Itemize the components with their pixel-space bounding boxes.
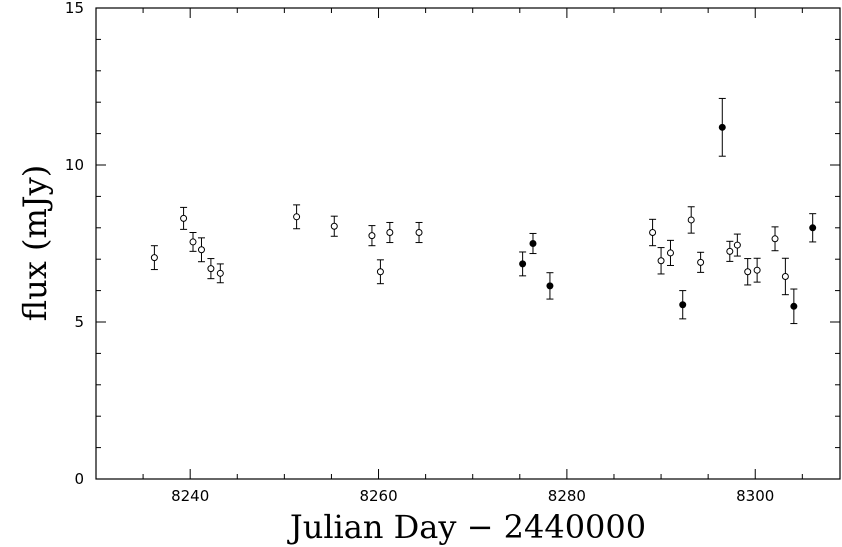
point-marker bbox=[657, 257, 665, 265]
point-marker bbox=[771, 235, 779, 243]
open-data-point bbox=[207, 258, 215, 280]
open-data-point bbox=[376, 259, 384, 285]
filled-data-point bbox=[790, 288, 798, 325]
x-tick-label: 8240 bbox=[171, 487, 209, 505]
point-marker bbox=[519, 260, 527, 268]
point-marker bbox=[293, 213, 301, 221]
point-marker bbox=[216, 269, 224, 277]
open-data-point bbox=[180, 206, 188, 230]
open-data-point bbox=[733, 233, 741, 257]
point-marker bbox=[733, 241, 741, 249]
point-marker bbox=[649, 229, 657, 237]
open-data-point bbox=[649, 218, 657, 247]
point-marker bbox=[386, 229, 394, 237]
open-data-point bbox=[666, 239, 674, 266]
open-data-point bbox=[368, 225, 376, 247]
open-data-point bbox=[386, 221, 394, 244]
y-tick-label: 10 bbox=[65, 156, 84, 174]
open-data-point bbox=[197, 237, 205, 263]
data-marks bbox=[150, 97, 817, 325]
point-marker bbox=[376, 268, 384, 276]
point-marker bbox=[744, 268, 752, 276]
point-marker bbox=[150, 254, 158, 262]
point-marker bbox=[180, 214, 188, 222]
open-data-point bbox=[781, 257, 789, 296]
point-marker bbox=[687, 216, 695, 224]
point-marker bbox=[197, 246, 205, 254]
point-marker bbox=[330, 222, 338, 230]
point-marker bbox=[368, 232, 376, 240]
open-data-point bbox=[726, 240, 734, 262]
open-data-point bbox=[216, 263, 224, 284]
point-marker bbox=[790, 302, 798, 310]
point-marker bbox=[529, 240, 537, 247]
filled-data-point bbox=[679, 290, 687, 320]
x-axis-title: Julian Day − 2440000 bbox=[287, 508, 646, 546]
point-marker bbox=[679, 301, 687, 309]
filled-data-point bbox=[546, 272, 554, 300]
filled-data-point bbox=[809, 213, 817, 243]
point-marker bbox=[697, 258, 705, 266]
point-marker bbox=[207, 265, 215, 273]
open-data-point bbox=[687, 206, 695, 234]
y-tick-label: 0 bbox=[74, 470, 84, 488]
open-data-point bbox=[415, 221, 423, 244]
open-data-point bbox=[150, 245, 158, 271]
open-data-point bbox=[293, 204, 301, 230]
filled-data-point bbox=[718, 97, 726, 157]
point-marker bbox=[718, 123, 726, 131]
x-tick-label: 8280 bbox=[548, 487, 586, 505]
x-tick-label: 8300 bbox=[736, 487, 774, 505]
open-data-point bbox=[697, 251, 705, 273]
point-marker bbox=[753, 266, 761, 274]
filled-data-point bbox=[519, 251, 527, 277]
open-data-point bbox=[657, 247, 665, 275]
point-marker bbox=[546, 282, 554, 290]
point-marker bbox=[415, 229, 423, 237]
point-marker bbox=[666, 249, 674, 257]
y-axis-title: flux (mJy) bbox=[16, 165, 54, 321]
open-data-point bbox=[330, 215, 338, 237]
point-marker bbox=[809, 224, 817, 232]
point-marker bbox=[781, 272, 789, 280]
point-marker bbox=[189, 238, 197, 246]
open-data-point bbox=[771, 226, 779, 252]
y-tick-label: 5 bbox=[74, 313, 84, 331]
plot-frame bbox=[95, 7, 841, 480]
point-marker bbox=[726, 247, 734, 255]
y-tick-label: 15 bbox=[65, 0, 84, 17]
filled-data-point bbox=[529, 232, 537, 255]
x-tick-label: 8260 bbox=[359, 487, 397, 505]
open-data-point bbox=[753, 257, 761, 283]
open-data-point bbox=[189, 232, 197, 252]
open-data-point bbox=[744, 258, 752, 286]
axis-ticks: 8240 8260 8280 8300 0 5 10 15 bbox=[65, 0, 840, 505]
